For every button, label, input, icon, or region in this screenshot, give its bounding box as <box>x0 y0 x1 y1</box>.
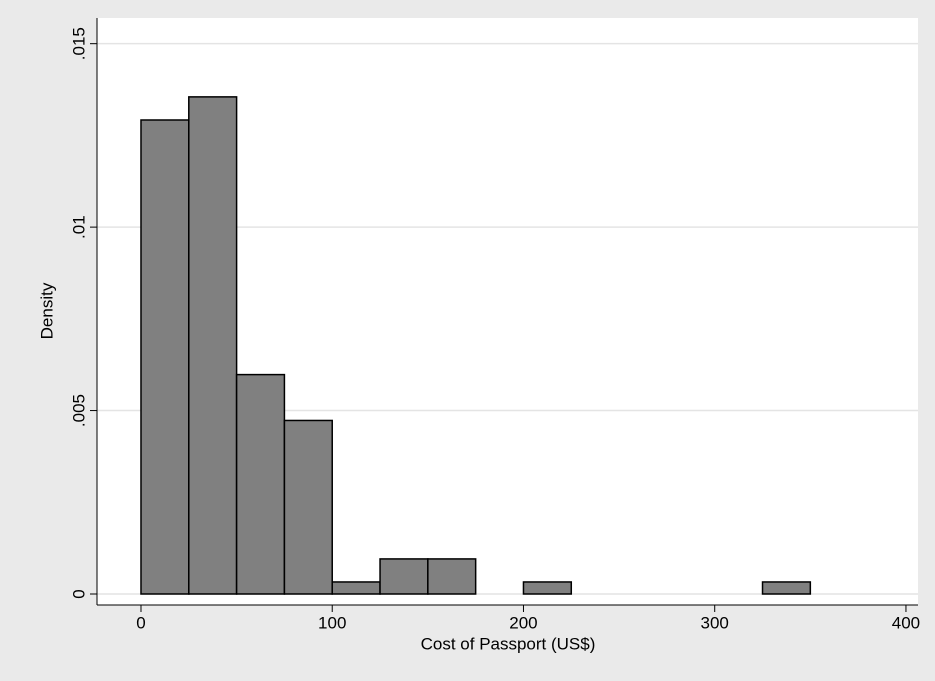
bar <box>331 581 381 595</box>
y-axis-title: Density <box>37 282 56 339</box>
x-tick-label: 200 <box>509 613 537 632</box>
bar <box>427 558 477 595</box>
x-tick-label: 0 <box>136 613 145 632</box>
x-tick-label: 300 <box>701 613 729 632</box>
bar <box>140 119 190 595</box>
bar <box>379 558 429 595</box>
x-tick-label: 100 <box>318 613 346 632</box>
y-tick-label: .015 <box>69 27 88 60</box>
y-tick-label: .01 <box>69 215 88 239</box>
bar <box>522 581 573 595</box>
bar <box>235 373 286 595</box>
y-tick-label: .005 <box>69 394 88 427</box>
y-tick-label: 0 <box>69 589 88 598</box>
x-axis-title: Cost of Passport (US$) <box>421 634 596 653</box>
bar <box>283 419 333 595</box>
x-tick-label: 400 <box>892 613 920 632</box>
bar <box>761 581 812 595</box>
bar <box>188 96 238 595</box>
